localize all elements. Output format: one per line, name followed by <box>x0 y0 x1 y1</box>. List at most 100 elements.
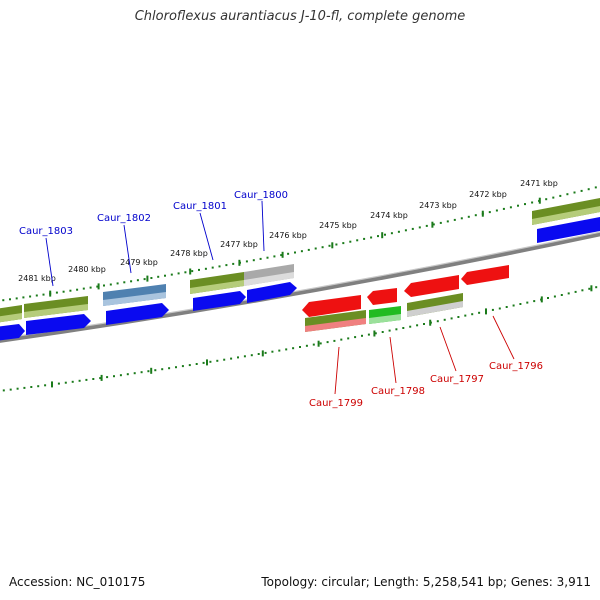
ruler-dot <box>168 367 171 370</box>
gene-arrow[interactable] <box>247 282 297 303</box>
ruler-dot <box>397 230 400 233</box>
ruler-dot <box>567 292 570 295</box>
ruler-dot <box>553 295 556 298</box>
gene-arrow[interactable] <box>404 275 459 297</box>
ruler-dot <box>595 286 598 289</box>
tick-label: 2475 kbp <box>319 221 357 230</box>
leader-line <box>492 315 515 360</box>
ruler-dot <box>450 317 453 320</box>
gene-arrow[interactable] <box>367 288 397 305</box>
gene-label[interactable]: Caur_1802 <box>97 213 151 224</box>
ruler-dot <box>69 289 72 292</box>
ruler-dot <box>312 343 315 346</box>
gene-feature-shade <box>407 301 463 317</box>
ruler-dot <box>126 373 129 376</box>
ruler-dot <box>488 211 491 214</box>
gene-label[interactable]: Caur_1796 <box>489 361 543 372</box>
ruler-dot <box>225 264 228 267</box>
ruler-dot <box>581 289 584 292</box>
gene-label[interactable]: Caur_1798 <box>371 386 425 397</box>
ruler-dot <box>252 259 255 262</box>
ruler-dot <box>82 287 85 290</box>
ruler-dot <box>305 344 308 347</box>
gene-feature-shade <box>244 272 294 286</box>
gene-label[interactable]: Caur_1803 <box>19 226 73 237</box>
ruler-dot <box>216 359 219 362</box>
ruler-dot <box>271 350 274 353</box>
ruler-dot <box>547 297 549 299</box>
ruler-dot <box>136 279 139 282</box>
tick-label-group: 2481 kbp 2480 kbp 2479 kbp 2478 kbp 2477 kbp… <box>18 179 558 283</box>
ruler-dot <box>531 201 534 204</box>
reverse-gene-track <box>302 265 509 317</box>
ruler-dot <box>245 260 248 263</box>
ruler-dot <box>436 320 439 323</box>
ruler-dot <box>218 265 221 268</box>
inner-coordinate-ruler <box>2 285 598 392</box>
ruler-dot <box>211 266 214 269</box>
ruler-dot <box>264 351 267 354</box>
tick-label: 2474 kbp <box>370 211 408 220</box>
ruler-dot <box>266 256 269 259</box>
ruler-dot <box>150 277 153 279</box>
ruler-dot <box>443 318 446 321</box>
ruler-dot <box>78 379 81 382</box>
ruler-dot <box>237 356 239 359</box>
ruler-dot <box>16 387 19 390</box>
gene-arrow[interactable] <box>302 295 361 317</box>
ruler-dot <box>188 364 191 367</box>
ruler-dot <box>37 385 40 388</box>
ruler-dot <box>177 272 180 275</box>
ruler-dot <box>147 370 150 373</box>
ruler-dot <box>349 240 352 243</box>
ruler-dot <box>35 294 38 297</box>
ruler-dot <box>495 209 498 212</box>
ruler-dot <box>209 360 212 363</box>
forward-cds-track <box>0 197 600 323</box>
leader-line <box>261 200 265 252</box>
tick-label: 2479 kbp <box>120 258 158 267</box>
ruler-dot <box>9 388 12 391</box>
gene-arrow[interactable] <box>537 216 600 243</box>
ruler-dot <box>314 247 317 250</box>
ruler-dot <box>416 324 419 327</box>
gene-label[interactable]: Caur_1797 <box>430 374 484 385</box>
gene-arrow[interactable] <box>106 303 169 325</box>
ruler-dot <box>113 375 115 378</box>
gene-feature-shade <box>0 313 22 323</box>
ruler-dot <box>164 274 166 277</box>
ruler-dot <box>395 328 398 331</box>
ruler-dot <box>57 382 60 385</box>
ruler-dot <box>161 368 164 371</box>
gene-arrow[interactable] <box>0 324 25 341</box>
gene-arrow[interactable] <box>193 291 246 311</box>
ruler-dot <box>85 378 88 381</box>
ruler-dot <box>545 198 548 201</box>
ruler-dot <box>250 354 253 357</box>
ruler-dot <box>411 227 414 230</box>
ruler-dot <box>342 242 345 245</box>
ruler-dot <box>478 311 481 314</box>
ruler-dot <box>223 358 226 361</box>
ruler-dot <box>294 251 296 254</box>
ruler-dot <box>259 257 262 260</box>
ruler-dot <box>204 267 207 270</box>
ruler-dot <box>402 327 405 329</box>
ruler-dot <box>517 204 519 207</box>
ruler-dot <box>76 288 79 291</box>
ruler-dot <box>285 348 288 351</box>
gene-label[interactable]: Caur_1801 <box>173 201 227 212</box>
ruler-dot <box>96 285 99 288</box>
leader-line <box>45 237 54 287</box>
gene-arrow[interactable] <box>461 265 509 285</box>
gene-arrow[interactable] <box>26 314 91 335</box>
ruler-dot <box>319 342 322 345</box>
ruler-dot <box>526 301 529 304</box>
ruler-dot <box>116 282 119 285</box>
reverse-cds-track <box>305 293 463 332</box>
gene-label[interactable]: Caur_1800 <box>234 190 288 201</box>
gene-label[interactable]: Caur_1799 <box>309 398 363 409</box>
ruler-dot <box>425 224 428 227</box>
ruler-dot <box>62 290 65 293</box>
